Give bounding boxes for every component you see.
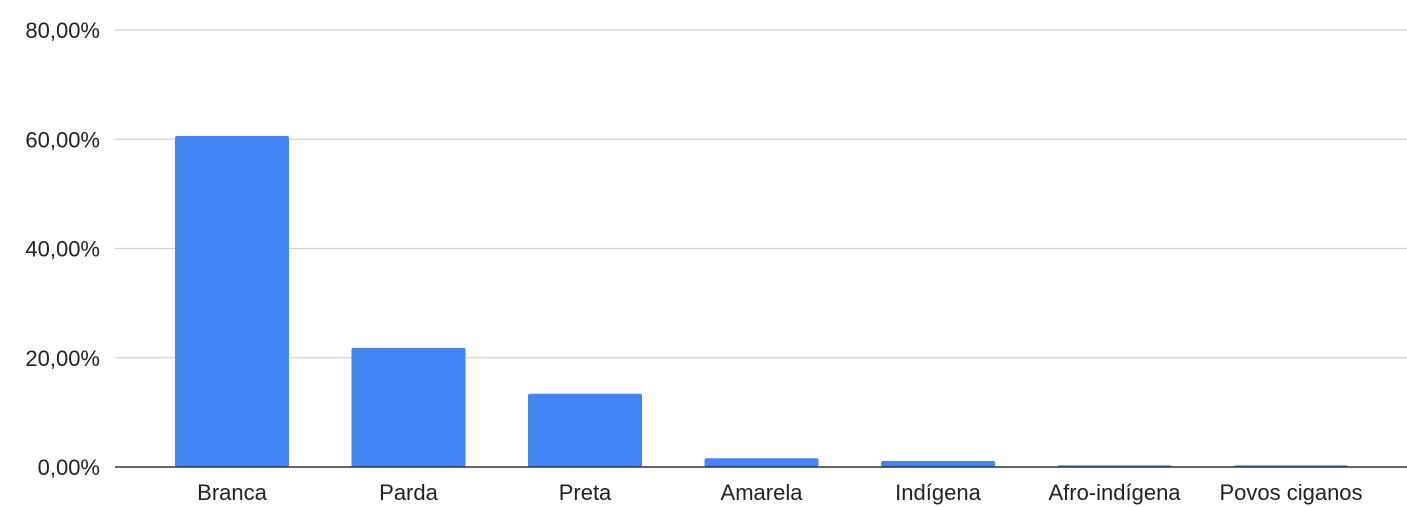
x-category-label: Afro-indígena (1048, 480, 1181, 505)
bar-branca (175, 135, 289, 467)
y-axis-tick-labels: 0,00% 20,00% 40,00% 60,00% 80,00% (25, 18, 100, 480)
x-category-label: Parda (379, 480, 438, 505)
x-category-label: Branca (197, 480, 267, 505)
y-tick-label: 20,00% (25, 346, 100, 371)
y-tick-label: 0,00% (38, 455, 100, 480)
bars (175, 135, 1348, 467)
y-tick-label: 80,00% (25, 18, 100, 43)
x-category-label: Indígena (895, 480, 981, 505)
bar-amarela (704, 458, 819, 467)
y-tick-label: 40,00% (25, 237, 100, 262)
bar-parda (351, 347, 466, 467)
y-tick-label: 60,00% (25, 127, 100, 152)
x-axis-category-labels: Branca Parda Preta Amarela Indígena Afro-indí… (197, 480, 1362, 505)
gridlines (115, 29, 1407, 359)
x-category-label: Amarela (721, 480, 804, 505)
bar-ind-gena (881, 460, 995, 467)
bar-preta (528, 393, 642, 467)
x-category-label: Preta (559, 480, 612, 505)
x-category-label: Povos ciganos (1219, 480, 1362, 505)
